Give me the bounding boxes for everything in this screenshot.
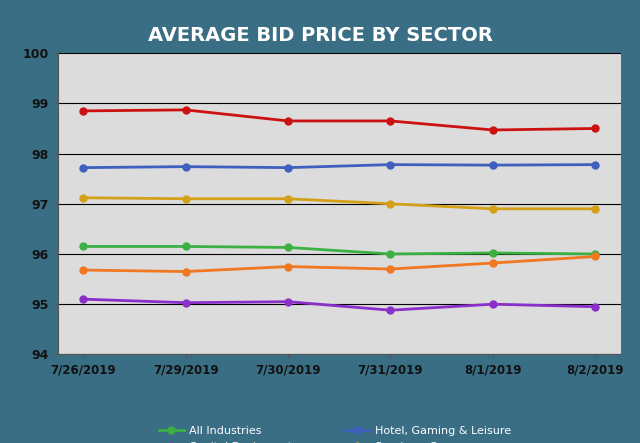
Consumer Goods: Durable: (2, 95.8): Durable: (2, 95.8) [284, 264, 292, 269]
Capital Equipment [284, 299, 292, 304]
Services: Consumer: (5, 96.9): Consumer: (5, 96.9) [591, 206, 599, 211]
Line: Capital Equipment: Capital Equipment [80, 295, 598, 314]
Text: AVERAGE BID PRICE BY SECTOR: AVERAGE BID PRICE BY SECTOR [148, 26, 492, 45]
Transportation: Consumer: (0, 98.8): Consumer: (0, 98.8) [79, 108, 87, 113]
All Industries [284, 245, 292, 250]
Legend: All Industries, Capital Equipment, Consumer Goods: Durable, Hotel, Gaming & Leis: All Industries, Capital Equipment, Consu… [159, 426, 519, 443]
Line: Hotel, Gaming & Leisure: Hotel, Gaming & Leisure [80, 161, 598, 171]
Capital Equipment [489, 302, 497, 307]
All Industries [387, 251, 394, 256]
Hotel, Gaming & Leisure [182, 164, 189, 169]
Capital Equipment [182, 300, 189, 305]
Consumer Goods: Durable: (1, 95.7): Durable: (1, 95.7) [182, 269, 189, 274]
Services: Consumer: (4, 96.9): Consumer: (4, 96.9) [489, 206, 497, 211]
Hotel, Gaming & Leisure [591, 162, 599, 167]
Hotel, Gaming & Leisure [79, 165, 87, 170]
Consumer Goods: Durable: (3, 95.7): Durable: (3, 95.7) [387, 266, 394, 272]
Consumer Goods: Durable: (5, 96): Durable: (5, 96) [591, 254, 599, 259]
All Industries [79, 244, 87, 249]
Capital Equipment [591, 304, 599, 309]
All Industries [489, 250, 497, 256]
Hotel, Gaming & Leisure [284, 165, 292, 170]
Services: Consumer: (0, 97.1): Consumer: (0, 97.1) [79, 195, 87, 200]
All Industries [182, 244, 189, 249]
Transportation: Consumer: (2, 98.7): Consumer: (2, 98.7) [284, 118, 292, 124]
Hotel, Gaming & Leisure [489, 163, 497, 168]
Transportation: Consumer: (4, 98.5): Consumer: (4, 98.5) [489, 127, 497, 132]
Transportation: Consumer: (3, 98.7): Consumer: (3, 98.7) [387, 118, 394, 124]
Consumer Goods: Durable: (0, 95.7): Durable: (0, 95.7) [79, 268, 87, 273]
Line: Consumer Goods: Durable: Consumer Goods: Durable [80, 253, 598, 275]
Line: All Industries: All Industries [80, 243, 598, 257]
Services: Consumer: (2, 97.1): Consumer: (2, 97.1) [284, 196, 292, 202]
Consumer Goods: Durable: (4, 95.8): Durable: (4, 95.8) [489, 260, 497, 266]
Transportation: Consumer: (1, 98.9): Consumer: (1, 98.9) [182, 107, 189, 113]
All Industries [591, 251, 599, 256]
Services: Consumer: (1, 97.1): Consumer: (1, 97.1) [182, 196, 189, 202]
Transportation: Consumer: (5, 98.5): Consumer: (5, 98.5) [591, 126, 599, 131]
Line: Services: Consumer: Services: Consumer [80, 194, 598, 212]
Capital Equipment [387, 307, 394, 313]
Capital Equipment [79, 296, 87, 302]
Hotel, Gaming & Leisure [387, 162, 394, 167]
Services: Consumer: (3, 97): Consumer: (3, 97) [387, 201, 394, 206]
Line: Transportation: Consumer: Transportation: Consumer [80, 106, 598, 133]
